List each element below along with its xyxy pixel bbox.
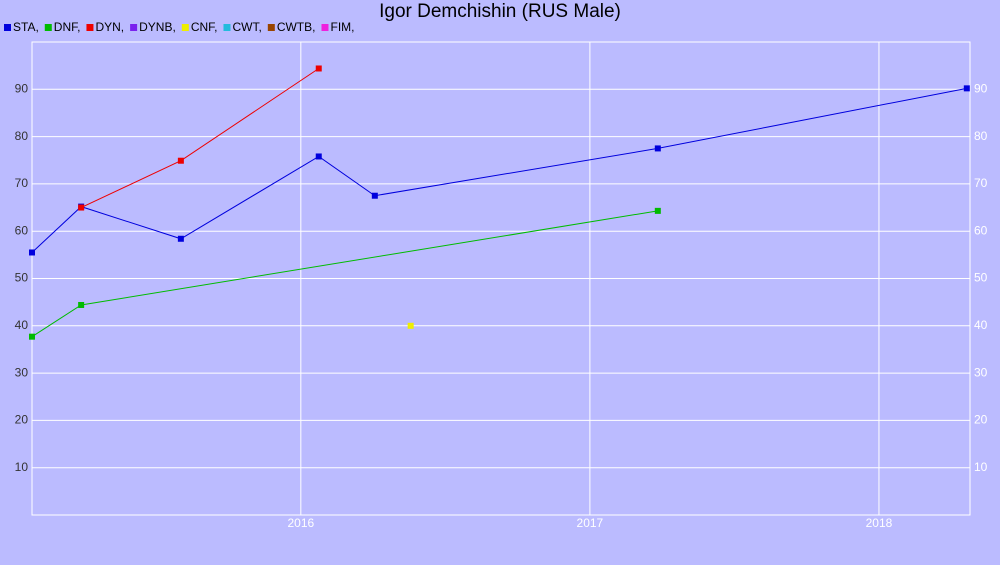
y2-tick-label: 40 (974, 318, 988, 332)
y2-tick-label: 60 (974, 223, 988, 237)
y2-tick-label: 50 (974, 271, 988, 285)
data-point (78, 301, 85, 308)
legend-swatch (267, 24, 275, 31)
data-point (315, 153, 322, 160)
legend-label: DYNB, (139, 20, 176, 34)
y-tick-label: 70 (15, 176, 29, 190)
y-tick-label: 90 (15, 81, 29, 95)
y2-tick-label: 30 (974, 365, 988, 379)
legend-label: CNF, (191, 20, 218, 34)
legend-swatch (181, 24, 189, 31)
legend-swatch (223, 24, 231, 31)
y2-tick-label: 10 (974, 460, 988, 474)
y2-tick-label: 90 (974, 81, 988, 95)
legend-swatch (44, 24, 52, 31)
data-point (371, 192, 378, 199)
data-point (315, 65, 322, 72)
y2-tick-label: 70 (974, 176, 988, 190)
legend-label: FIM, (330, 20, 354, 34)
legend-swatch (130, 24, 138, 31)
x-tick-label: 2016 (287, 516, 314, 530)
y-tick-label: 80 (15, 129, 29, 143)
x-tick-label: 2018 (866, 516, 893, 530)
y-tick-label: 50 (15, 271, 29, 285)
data-point (654, 145, 661, 152)
legend-label: STA, (13, 20, 39, 34)
data-point (177, 157, 184, 164)
legend: STA, DNF, DYN, DYNB, CNF, CWT, CWTB, FIM, (4, 20, 354, 34)
y2-tick-label: 80 (974, 129, 988, 143)
y-tick-label: 30 (15, 365, 29, 379)
legend-label: CWTB, (277, 20, 316, 34)
data-point (654, 207, 661, 214)
legend-label: CWT, (232, 20, 261, 34)
chart-title: Igor Demchishin (RUS Male) (379, 1, 621, 22)
data-point (177, 235, 184, 242)
y2-tick-label: 20 (974, 413, 988, 427)
y-tick-label: 10 (15, 460, 29, 474)
y-tick-label: 20 (15, 413, 29, 427)
data-point (78, 204, 85, 211)
data-point (963, 85, 970, 92)
data-point (407, 322, 414, 329)
data-point (29, 249, 35, 256)
legend-swatch (321, 24, 329, 31)
legend-label: DNF, (54, 20, 81, 34)
legend-swatch (86, 24, 94, 31)
legend-label: DYN, (95, 20, 124, 34)
data-point (29, 333, 35, 340)
y-tick-label: 40 (15, 318, 29, 332)
legend-swatch (4, 24, 11, 31)
x-tick-label: 2017 (577, 516, 604, 530)
y-tick-label: 60 (15, 223, 29, 237)
